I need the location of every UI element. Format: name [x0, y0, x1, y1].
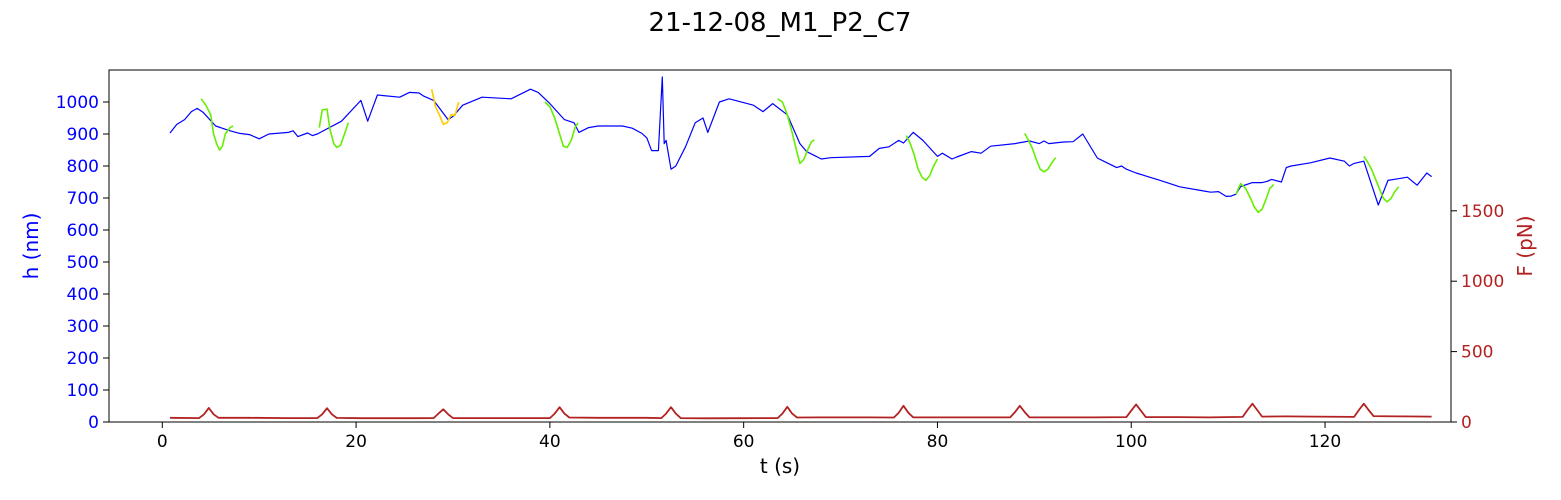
- y-right-tick-label: 1000: [1461, 272, 1504, 292]
- y-left-tick-label: 600: [67, 221, 99, 241]
- y-left-tick-label: 500: [67, 253, 99, 273]
- x-tick-label: 100: [1115, 432, 1147, 452]
- height-series-line-5: [777, 98, 815, 165]
- height-series-line-2: [318, 108, 350, 149]
- plot-area: [169, 76, 1432, 420]
- y-right-tick-label: 0: [1461, 413, 1472, 433]
- y-left-tick-label: 700: [67, 189, 99, 209]
- height-series-line-4: [544, 101, 579, 149]
- y-left-tick-label: 900: [67, 125, 99, 145]
- y-left-tick-label: 1000: [56, 93, 99, 113]
- height-series-line-9: [1363, 155, 1400, 203]
- height-series-line-3: [430, 89, 460, 126]
- axes: 0 20 40 60 80 100 120 0 100 200 300 400 500 600 700 800…: [56, 69, 1504, 452]
- x-tick-label: 120: [1309, 432, 1341, 452]
- y-left-tick-label: 0: [88, 413, 99, 433]
- y-left-tick-label: 200: [67, 349, 99, 369]
- x-axis-label: t (s): [760, 454, 800, 478]
- x-tick-label: 80: [927, 432, 949, 452]
- chart-title: 21-12-08_M1_P2_C7: [649, 8, 912, 38]
- height-series-line-7: [1023, 133, 1057, 173]
- y-axis-right-label: F (pN): [1513, 215, 1537, 276]
- y-left-tick-label: 800: [67, 157, 99, 177]
- height-series-line-8: [1235, 182, 1275, 214]
- x-tick-label: 0: [157, 432, 168, 452]
- force-series-line: [169, 402, 1432, 420]
- height-series-line-6: [905, 135, 939, 182]
- y-left-tick-label: 400: [67, 285, 99, 305]
- height-series-line-1: [200, 98, 234, 151]
- y-left-tick-label: 300: [67, 317, 99, 337]
- plot-frame: [108, 69, 1452, 423]
- x-tick-label: 20: [345, 432, 367, 452]
- y-right-tick-label: 500: [1461, 343, 1493, 363]
- x-tick-label: 60: [733, 432, 755, 452]
- x-tick-label: 40: [539, 432, 561, 452]
- y-left-tick-label: 100: [67, 381, 99, 401]
- y-axis-left-label: h (nm): [19, 213, 43, 280]
- y-right-tick-label: 1500: [1461, 202, 1504, 222]
